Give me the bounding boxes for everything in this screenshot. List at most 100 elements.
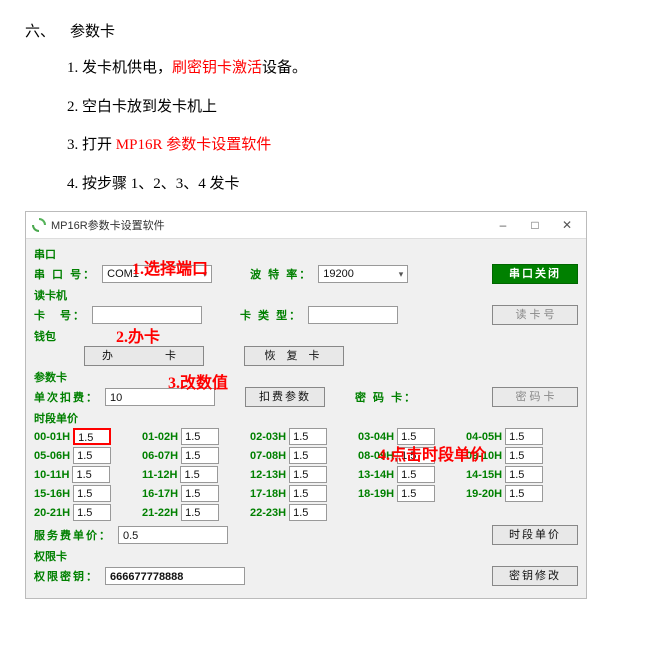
period-cell-label: 13-14H: [358, 469, 394, 481]
section-auth: 权限卡: [34, 548, 578, 564]
period-cell-label: 20-21H: [34, 507, 70, 519]
period-cell-label: 02-03H: [250, 431, 286, 443]
period-cell-label: 21-22H: [142, 507, 178, 519]
app-window: MP16R参数卡设置软件 – □ ✕ 1.选择端口 2.办卡 3.改数值 4.点…: [25, 211, 587, 599]
period-cell-input[interactable]: 1.5: [505, 485, 543, 502]
period-cell-input[interactable]: 1.5: [289, 428, 327, 445]
period-cell-input[interactable]: 1.5: [289, 504, 327, 521]
servicefee-input[interactable]: 0.5: [118, 526, 228, 544]
period-cell: 12-13H1.5: [250, 466, 348, 483]
period-cell-input[interactable]: 1.5: [397, 485, 435, 502]
section-period: 时段单价: [34, 410, 578, 426]
period-cell-input[interactable]: 1.5: [397, 447, 435, 464]
period-cell: 03-04H1.5: [358, 428, 456, 445]
chevron-down-icon: ▾: [399, 265, 404, 283]
section-reader: 读卡机: [34, 287, 578, 303]
period-cell: 02-03H1.5: [250, 428, 348, 445]
period-grid: 00-01H1.501-02H1.502-03H1.503-04H1.504-0…: [34, 428, 578, 521]
period-cell-input[interactable]: 1.5: [181, 504, 219, 521]
period-cell-label: 22-23H: [250, 507, 286, 519]
serial-close-button[interactable]: 串口关闭: [492, 264, 578, 284]
period-cell: 09-10H1.5: [466, 447, 564, 464]
section-wallet: 钱包: [34, 328, 578, 344]
baud-value: 19200: [323, 265, 354, 283]
section-heading: 六、 参数卡: [25, 20, 627, 41]
period-cell-label: 04-05H: [466, 431, 502, 443]
key-modify-button[interactable]: 密钥修改: [492, 566, 578, 586]
period-cell-label: 15-16H: [34, 488, 70, 500]
period-cell-input[interactable]: 1.5: [397, 428, 435, 445]
window-buttons: – □ ✕: [494, 218, 580, 232]
cardtype-input[interactable]: [308, 306, 398, 324]
period-cell-label: 05-06H: [34, 450, 70, 462]
period-cell: 01-02H1.5: [142, 428, 240, 445]
period-cell-label: 06-07H: [142, 450, 178, 462]
step-item: 1. 发卡机供电，刷密钥卡激活设备。: [67, 57, 627, 80]
baud-label: 波 特 率：: [250, 266, 312, 282]
port-combo[interactable]: COM1 ▾: [102, 265, 212, 283]
period-cell: 00-01H1.5: [34, 428, 132, 445]
period-cell: 21-22H1.5: [142, 504, 240, 521]
section-param: 参数卡: [34, 369, 578, 385]
period-cell: 15-16H1.5: [34, 485, 132, 502]
period-cell-input[interactable]: 1.5: [505, 447, 543, 464]
period-cell-input[interactable]: 1.5: [181, 447, 219, 464]
close-button[interactable]: ✕: [558, 218, 576, 232]
recycle-icon: [32, 218, 46, 232]
heading-number: 六、: [25, 24, 55, 40]
servicefee-label: 服务费单价：: [34, 527, 112, 543]
period-cell-label: 12-13H: [250, 469, 286, 481]
minimize-button[interactable]: –: [494, 218, 512, 232]
period-cell-input[interactable]: 1.5: [73, 428, 111, 445]
period-cell: 04-05H1.5: [466, 428, 564, 445]
maximize-button[interactable]: □: [526, 218, 544, 232]
period-cell-label: 10-11H: [34, 469, 69, 481]
period-cell-label: 01-02H: [142, 431, 178, 443]
period-price-button[interactable]: 时段单价: [492, 525, 578, 545]
baud-combo[interactable]: 19200 ▾: [318, 265, 408, 283]
read-card-button[interactable]: 读 卡 号: [492, 305, 578, 325]
deduct-input[interactable]: 10: [105, 388, 215, 406]
period-cell: 14-15H1.5: [466, 466, 564, 483]
period-cell: 20-21H1.5: [34, 504, 132, 521]
step-item: 4. 按步骤 1、2、3、4 发卡: [67, 173, 627, 196]
period-cell-input[interactable]: 1.5: [73, 447, 111, 464]
period-cell-input[interactable]: 1.5: [289, 466, 327, 483]
period-cell-label: 07-08H: [250, 450, 286, 462]
period-cell-input[interactable]: 1.5: [397, 466, 435, 483]
section-serial: 串口: [34, 246, 578, 262]
step-item: 3. 打开 MP16R 参数卡设置软件: [67, 134, 627, 157]
pwd-card-button[interactable]: 密 码 卡: [492, 387, 578, 407]
titlebar: MP16R参数卡设置软件 – □ ✕: [26, 212, 586, 239]
period-cell-input[interactable]: 1.5: [73, 485, 111, 502]
heading-label: 参数卡: [70, 24, 115, 40]
deduct-param-button[interactable]: 扣费参数: [245, 387, 325, 407]
period-cell-label: 16-17H: [142, 488, 178, 500]
deduct-label: 单次扣费：: [34, 389, 99, 405]
period-cell: 17-18H1.5: [250, 485, 348, 502]
period-cell-input[interactable]: 1.5: [73, 504, 111, 521]
period-cell: 13-14H1.5: [358, 466, 456, 483]
period-cell: 07-08H1.5: [250, 447, 348, 464]
cardno-input[interactable]: [92, 306, 202, 324]
period-cell-input[interactable]: 1.5: [72, 466, 110, 483]
period-cell-input[interactable]: 1.5: [505, 466, 543, 483]
period-cell-input[interactable]: 1.5: [181, 485, 219, 502]
steps-list: 1. 发卡机供电，刷密钥卡激活设备。 2. 空白卡放到发卡机上 3. 打开 MP…: [25, 57, 627, 195]
period-cell: 18-19H1.5: [358, 485, 456, 502]
port-label: 串 口 号：: [34, 266, 96, 282]
period-cell-label: 08-09H: [358, 450, 394, 462]
pwd-label: 密 码 卡：: [355, 389, 417, 405]
period-cell-label: 17-18H: [250, 488, 286, 500]
period-cell-label: 00-01H: [34, 431, 70, 443]
period-cell-label: 14-15H: [466, 469, 502, 481]
issue-card-button[interactable]: 办 卡: [84, 346, 204, 366]
period-cell-input[interactable]: 1.5: [289, 447, 327, 464]
period-cell: 11-12H1.5: [142, 466, 240, 483]
period-cell-input[interactable]: 1.5: [180, 466, 218, 483]
period-cell-input[interactable]: 1.5: [181, 428, 219, 445]
period-cell-input[interactable]: 1.5: [505, 428, 543, 445]
restore-card-button[interactable]: 恢 复 卡: [244, 346, 344, 366]
period-cell-input[interactable]: 1.5: [289, 485, 327, 502]
authkey-input[interactable]: 666677778888: [105, 567, 245, 585]
